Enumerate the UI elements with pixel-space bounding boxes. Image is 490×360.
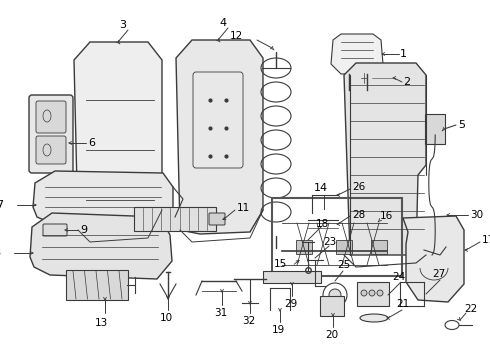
Text: 15: 15 bbox=[274, 259, 287, 269]
Text: 11: 11 bbox=[237, 203, 250, 213]
Text: 30: 30 bbox=[470, 210, 483, 220]
Text: 20: 20 bbox=[325, 330, 338, 340]
Circle shape bbox=[361, 290, 367, 296]
Polygon shape bbox=[30, 213, 172, 279]
FancyBboxPatch shape bbox=[357, 282, 389, 306]
Text: 21: 21 bbox=[396, 299, 409, 309]
Polygon shape bbox=[176, 40, 263, 234]
Text: 10: 10 bbox=[160, 313, 173, 323]
Text: 3: 3 bbox=[120, 20, 126, 30]
FancyBboxPatch shape bbox=[263, 271, 321, 283]
Text: 31: 31 bbox=[214, 308, 227, 318]
Text: 12: 12 bbox=[230, 31, 243, 41]
FancyBboxPatch shape bbox=[336, 240, 352, 254]
Circle shape bbox=[329, 289, 341, 301]
Circle shape bbox=[369, 290, 375, 296]
Text: 17: 17 bbox=[482, 235, 490, 245]
Text: 6: 6 bbox=[88, 138, 95, 148]
Text: 4: 4 bbox=[220, 18, 226, 28]
FancyBboxPatch shape bbox=[371, 240, 387, 254]
Polygon shape bbox=[74, 42, 162, 232]
Text: 29: 29 bbox=[284, 299, 297, 309]
FancyBboxPatch shape bbox=[43, 224, 67, 236]
FancyBboxPatch shape bbox=[296, 240, 312, 254]
Text: 24: 24 bbox=[392, 272, 405, 282]
Text: 7: 7 bbox=[0, 200, 3, 210]
Text: 26: 26 bbox=[352, 182, 365, 192]
Text: 1: 1 bbox=[400, 49, 407, 59]
Text: 2: 2 bbox=[403, 77, 410, 87]
FancyBboxPatch shape bbox=[134, 207, 216, 231]
FancyBboxPatch shape bbox=[371, 70, 393, 86]
Polygon shape bbox=[331, 34, 383, 74]
FancyBboxPatch shape bbox=[320, 296, 344, 316]
Text: 28: 28 bbox=[352, 210, 365, 220]
Text: 25: 25 bbox=[337, 260, 350, 270]
FancyBboxPatch shape bbox=[209, 213, 225, 225]
Text: 5: 5 bbox=[458, 120, 465, 130]
Text: 32: 32 bbox=[242, 316, 255, 326]
Text: 27: 27 bbox=[432, 269, 445, 279]
FancyBboxPatch shape bbox=[36, 101, 66, 133]
Polygon shape bbox=[403, 216, 464, 302]
Polygon shape bbox=[33, 171, 173, 223]
Text: 16: 16 bbox=[380, 211, 393, 221]
FancyBboxPatch shape bbox=[36, 136, 66, 164]
Ellipse shape bbox=[360, 314, 388, 322]
Text: 13: 13 bbox=[95, 318, 108, 328]
FancyBboxPatch shape bbox=[66, 270, 128, 300]
FancyBboxPatch shape bbox=[29, 95, 73, 173]
Text: 22: 22 bbox=[464, 304, 477, 314]
Circle shape bbox=[377, 290, 383, 296]
Text: 19: 19 bbox=[272, 325, 285, 335]
FancyBboxPatch shape bbox=[425, 114, 445, 144]
Text: 18: 18 bbox=[316, 219, 329, 229]
Text: 14: 14 bbox=[314, 183, 328, 193]
Text: 9: 9 bbox=[80, 225, 87, 235]
Text: 23: 23 bbox=[323, 237, 336, 247]
Polygon shape bbox=[344, 63, 426, 255]
